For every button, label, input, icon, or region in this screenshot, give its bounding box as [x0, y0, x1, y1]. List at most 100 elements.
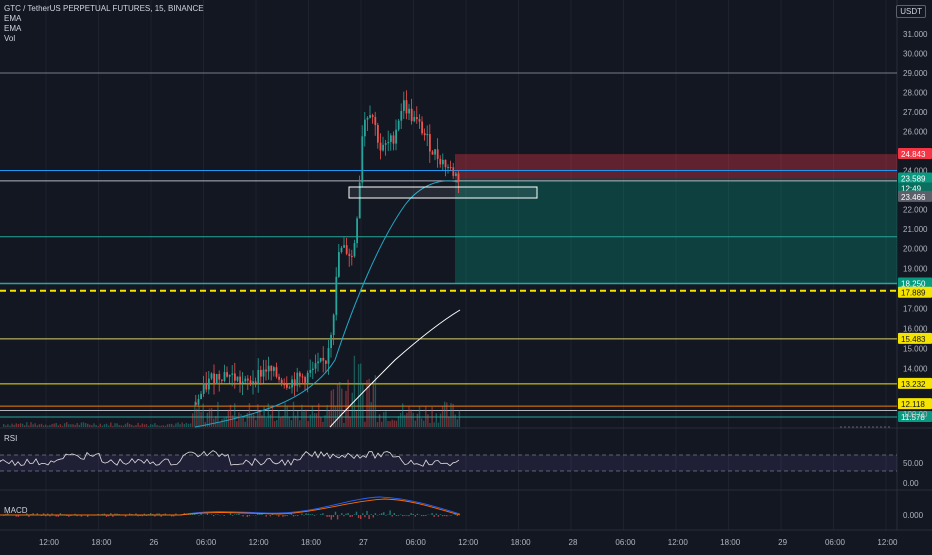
macd-histogram-bar — [392, 515, 393, 517]
candle-body — [403, 100, 405, 111]
price-tick-label: 22.000 — [903, 206, 928, 215]
volume-bar — [87, 424, 88, 427]
macd-histogram-bar — [406, 515, 407, 516]
indicator-ema-1[interactable]: EMA — [4, 14, 204, 24]
volume-bar — [161, 426, 162, 427]
time-tick-label: 29 — [778, 538, 787, 547]
volume-bar — [383, 412, 384, 427]
macd-histogram-bar — [381, 513, 382, 515]
candle-body — [304, 377, 306, 383]
volume-bar — [125, 424, 126, 427]
volume-bar — [398, 416, 399, 427]
volume-bar — [438, 423, 439, 427]
volume-bar — [156, 425, 157, 427]
time-tick-label: 12:00 — [668, 538, 689, 547]
volume-bar — [314, 413, 315, 427]
candle-body — [250, 380, 252, 383]
rsi-band — [0, 455, 897, 471]
time-tick-label: 12:00 — [249, 538, 270, 547]
volume-bar — [9, 426, 10, 427]
macd-histogram-bar — [398, 515, 399, 516]
indicator-vol[interactable]: Vol — [4, 34, 204, 44]
volume-bar — [226, 416, 227, 427]
candle-body — [205, 383, 207, 389]
volume-bar — [60, 424, 61, 427]
time-tick-label: 28 — [569, 538, 578, 547]
candle-body — [317, 361, 319, 363]
volume-bar — [45, 425, 46, 427]
volume-bar — [299, 420, 300, 427]
macd-histogram-bar — [360, 515, 361, 519]
macd-histogram-bar — [394, 513, 395, 515]
volume-bar — [190, 423, 191, 427]
macd-histogram-bar — [358, 515, 359, 518]
price-tick-label: 31.000 — [903, 30, 928, 39]
volume-bar — [148, 426, 149, 427]
candle-body — [328, 348, 330, 364]
symbol-title[interactable]: GTC / TetherUS PERPETUAL FUTURES, 15, BI… — [4, 4, 204, 14]
volume-bar — [100, 424, 101, 427]
macd-histogram-bar — [389, 510, 390, 515]
time-tick-label: 06:00 — [825, 538, 846, 547]
volume-bar — [154, 423, 155, 427]
candle-body — [398, 121, 400, 130]
macd-histogram-bar — [331, 515, 332, 520]
candle-body — [408, 109, 410, 114]
volume-bar — [337, 383, 338, 427]
volume-bar — [228, 410, 229, 427]
macd-histogram-bar — [404, 515, 405, 516]
volume-bar — [49, 425, 50, 427]
volume-bar — [167, 424, 168, 427]
volume-bar — [171, 424, 172, 427]
candle-body — [221, 380, 223, 381]
macd-histogram-bar — [305, 513, 306, 515]
volume-bar — [301, 405, 302, 427]
macd-histogram-bar — [364, 515, 365, 517]
candle-body — [312, 369, 314, 370]
price-badge-label: 24.843 — [901, 150, 926, 159]
candle-body — [385, 143, 387, 145]
volume-bar — [324, 415, 325, 427]
candle-body — [229, 375, 231, 377]
volume-bar — [280, 417, 281, 427]
volume-bar — [366, 380, 367, 427]
candle-body — [231, 373, 233, 374]
volume-bar — [400, 413, 401, 427]
candle-body — [364, 120, 366, 137]
volume-bar — [331, 391, 332, 427]
volume-bar — [278, 410, 279, 427]
time-tick-label: 18:00 — [511, 538, 532, 547]
macd-histogram-bar — [343, 515, 344, 516]
volume-bar — [446, 403, 447, 427]
volume-bar — [419, 406, 420, 427]
macd-histogram-bar — [444, 515, 445, 516]
candle-body — [429, 134, 431, 151]
macd-histogram-bar — [200, 514, 201, 515]
macd-axis-label: 0.000 — [903, 511, 924, 520]
macd-histogram-bar — [341, 513, 342, 515]
volume-bar — [188, 424, 189, 427]
volume-bar — [16, 423, 17, 427]
volume-bar — [30, 422, 31, 427]
volume-bar — [423, 421, 424, 427]
macd-histogram-bar — [417, 514, 418, 515]
candle-body — [445, 160, 447, 167]
candle-body — [320, 358, 322, 362]
macd-histogram-bar — [213, 515, 214, 516]
volume-bar — [293, 402, 294, 427]
indicator-ema-2[interactable]: EMA — [4, 24, 204, 34]
candle-body — [450, 167, 452, 168]
candle-body — [270, 366, 272, 371]
price-badge-label: 23.589 — [901, 175, 926, 184]
volume-bar — [133, 426, 134, 427]
volume-bar — [385, 411, 386, 427]
volume-bar — [410, 409, 411, 427]
volume-bar — [142, 424, 143, 427]
volume-bar — [234, 403, 235, 427]
volume-bar — [24, 425, 25, 427]
volume-bar — [137, 423, 138, 427]
volume-bar — [282, 416, 283, 427]
currency-button[interactable]: USDT — [896, 5, 926, 18]
